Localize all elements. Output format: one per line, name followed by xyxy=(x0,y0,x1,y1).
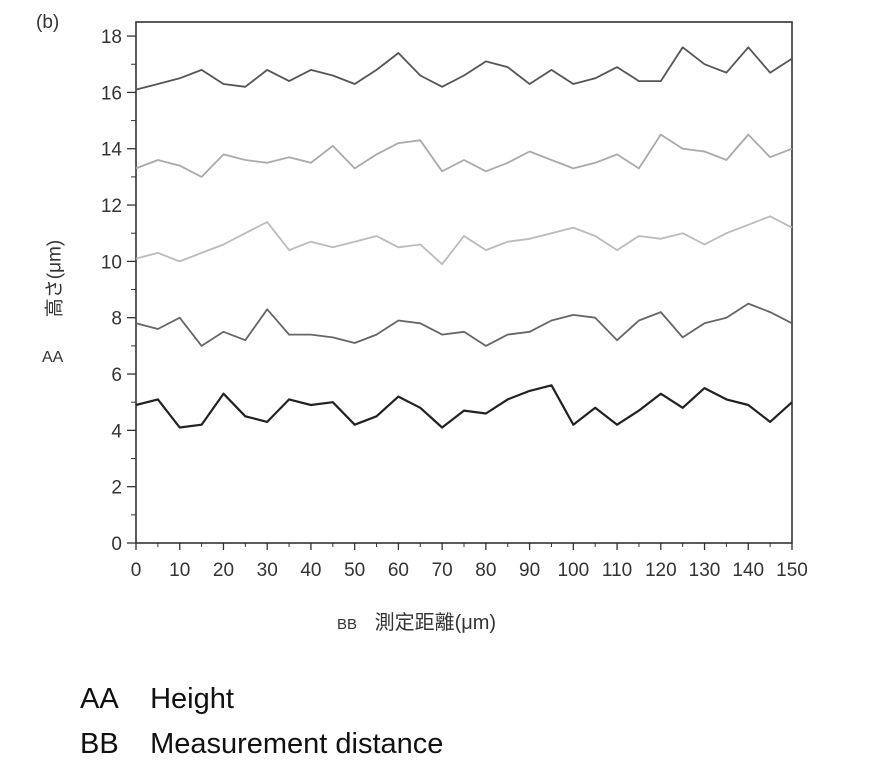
x-tick-label: 90 xyxy=(519,560,540,581)
x-axis-label-group: BB 測定距離(μm) xyxy=(337,606,496,635)
legend-text: Measurement distance xyxy=(150,728,444,760)
x-tick-label: 0 xyxy=(131,560,142,581)
y-tick-label: 10 xyxy=(101,252,122,273)
x-tick-label: 120 xyxy=(645,560,677,581)
series-line-4 xyxy=(135,302,793,347)
x-tick-label: 150 xyxy=(776,560,808,581)
x-axis-label: 測定距離(μm) xyxy=(374,612,497,634)
y-axis-label-group: 高さ(μm) AA xyxy=(36,225,76,375)
y-tick-label: 2 xyxy=(111,478,122,499)
series-line-3 xyxy=(135,215,793,266)
x-tick-label: 10 xyxy=(169,560,190,581)
y-tick-label: 6 xyxy=(111,365,122,386)
legend-key: BB xyxy=(80,728,119,760)
x-tick-label: 80 xyxy=(475,560,496,581)
legend-text: Height xyxy=(150,683,234,715)
x-tick-label: 130 xyxy=(689,560,721,581)
y-tick-label: 12 xyxy=(101,196,122,217)
x-tick-label: 110 xyxy=(602,560,632,581)
x-tick-label: 30 xyxy=(257,560,278,581)
panel-label: (b) xyxy=(36,12,60,33)
x-tick-label: 20 xyxy=(213,560,234,581)
x-tick-label: 70 xyxy=(432,560,453,581)
series-line-5 xyxy=(135,384,793,429)
x-tick-label: 40 xyxy=(300,560,321,581)
series-line-2 xyxy=(135,133,793,178)
y-tick-label: 14 xyxy=(101,140,123,161)
x-tick-label: 50 xyxy=(344,560,365,581)
x-tick-label: 60 xyxy=(388,560,409,581)
x-tick-label: 100 xyxy=(557,560,589,581)
legend-key: AA xyxy=(80,683,119,715)
series-line-1 xyxy=(135,46,793,91)
y-tick-label: 8 xyxy=(111,309,122,330)
y-tick-label: 16 xyxy=(101,83,122,104)
y-tick-label: 0 xyxy=(111,534,122,555)
legend-item-bb: BB Measurement distance xyxy=(80,728,443,761)
height-profile-chart: 0 10 20 30 40 50 60 70 80 90 100 110 120 130 140 150 0 2 4… xyxy=(101,21,808,581)
y-tick-label: 4 xyxy=(111,421,122,442)
plot-frame xyxy=(135,21,793,544)
x-tick-label: 140 xyxy=(732,560,764,581)
y-tick-label: 18 xyxy=(101,27,122,48)
x-axis-label-key: BB xyxy=(337,616,358,633)
y-axis-label: 高さ(μm) xyxy=(44,239,66,318)
legend-item-aa: AA Height xyxy=(80,683,234,716)
y-axis-label-key: AA xyxy=(42,349,64,366)
